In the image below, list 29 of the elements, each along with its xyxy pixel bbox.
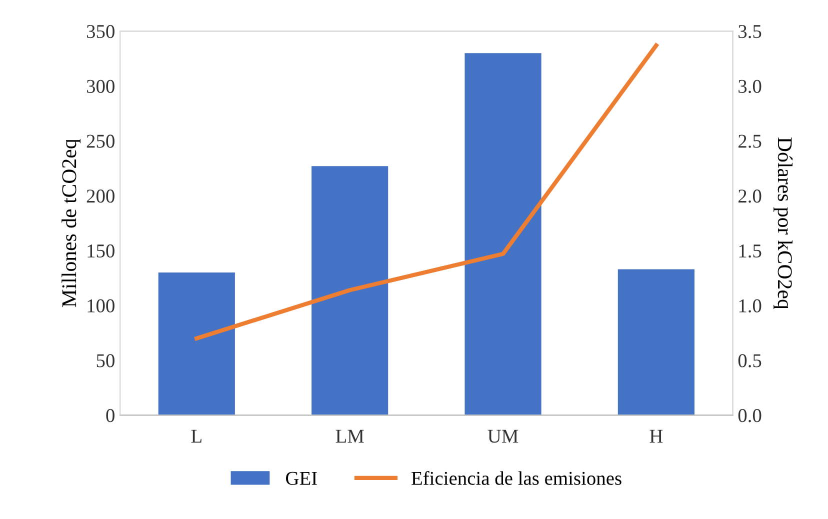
- x-tick-label: L: [191, 430, 202, 443]
- y-tick-label: 0: [106, 409, 114, 422]
- y2-tick-label: 3.5: [738, 25, 762, 38]
- y2-axis-title: Dólares por kCO2eq: [774, 138, 792, 309]
- legend-label: GEI: [286, 472, 317, 485]
- y2-tick-label: 1.5: [739, 244, 762, 258]
- bar: [312, 166, 388, 416]
- x-tick-label: LM: [336, 430, 364, 443]
- y2-tick-label: 2.0: [738, 190, 762, 203]
- bar: [158, 272, 235, 416]
- y2-tick-label: 3.0: [738, 80, 762, 94]
- bar: [618, 269, 694, 416]
- y2-tick-label: 0.5: [738, 354, 762, 368]
- y2-tick-label: 0.0: [738, 409, 762, 422]
- bar: [464, 53, 542, 416]
- y-tick-label: 100: [88, 299, 114, 312]
- y-tick-label: 350: [86, 24, 114, 38]
- y-tick-label: 50: [96, 354, 114, 368]
- x-tick-label: UM: [488, 430, 518, 443]
- y-tick-label: 200: [86, 190, 114, 203]
- x-tick-label: H: [650, 430, 663, 443]
- y2-tick-label: 2.5: [738, 134, 762, 148]
- y-axis-title: Millones de tCO2eq: [62, 139, 80, 308]
- y-tick-label: 300: [86, 80, 114, 93]
- y2-tick-label: 1.0: [739, 299, 762, 312]
- y-tick-label: 250: [86, 134, 114, 148]
- legend-label: Eficiencia de las emisiones: [412, 471, 622, 485]
- y-tick-label: 150: [88, 244, 114, 258]
- line-series: [194, 43, 658, 340]
